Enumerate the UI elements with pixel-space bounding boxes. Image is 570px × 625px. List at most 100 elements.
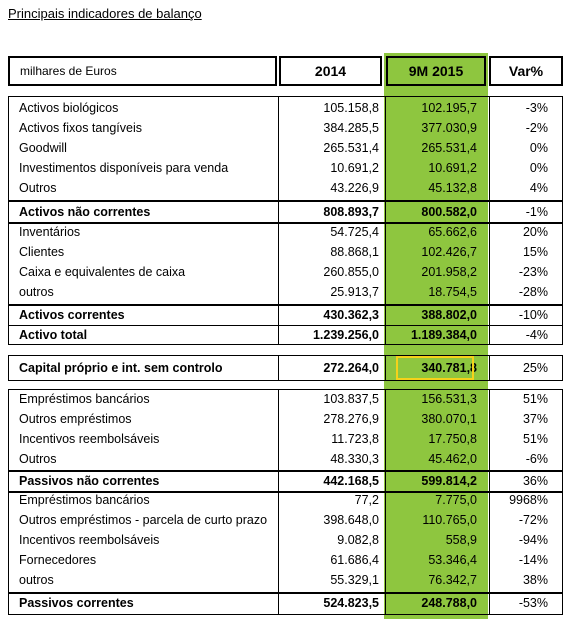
highlight-box [396,356,474,380]
value-2014: 272.264,0 [323,361,379,375]
header-col-var: Var% [489,56,563,86]
value-9m2015: 102.426,7 [421,245,477,259]
row-label: Activos biológicos [19,101,119,115]
row-label: Passivos correntes [19,596,134,610]
row-label: Outros empréstimos - parcela de curto pr… [19,513,268,527]
value-9m2015: 10.691,2 [428,161,477,175]
value-var: 0% [529,141,548,155]
value-2014: 48.330,3 [330,452,379,466]
value-9m2015: 800.582,0 [421,205,477,219]
row-label: Activos correntes [19,308,125,322]
row-label: Activos fixos tangíveis [19,121,142,135]
header-col-2014: 2014 [279,56,382,86]
value-9m2015: 7.775,0 [435,493,477,507]
value-2014: 9.082,8 [337,533,379,547]
row-label: Outros empréstimos [19,412,132,426]
header-col-9m2015: 9M 2015 [386,56,486,86]
value-var: 51% [522,432,548,446]
value-9m2015: 265.531,4 [421,141,477,155]
row-label: Fornecedores [19,553,97,567]
row-label: Incentivos reembolsáveis [19,533,160,547]
value-9m2015: 380.070,1 [421,412,477,426]
value-9m2015: 558,9 [445,533,477,547]
value-2014: 54.725,4 [330,225,379,239]
value-2014: 442.168,5 [323,474,379,488]
value-2014: 260.855,0 [323,265,379,279]
section-non-current-liabilities: Empréstimos bancários 103.837,5 156.531,… [8,389,563,492]
value-2014: 77,2 [354,493,379,507]
value-2014: 88.868,1 [330,245,379,259]
value-2014: 384.285,5 [323,121,379,135]
value-var: 15% [522,245,548,259]
value-9m2015: 110.765,0 [422,513,477,527]
row-label: Empréstimos bancários [19,392,150,406]
value-var: -72% [518,513,548,527]
header-units: milhares de Euros [8,56,277,86]
value-9m2015: 156.531,3 [421,392,477,406]
value-var: 4% [529,181,548,195]
value-2014: 103.837,5 [323,392,379,406]
row-label: Inventários [19,225,81,239]
value-var: -6% [525,452,548,466]
value-9m2015: 17.750,8 [428,432,477,446]
value-var: -3% [525,101,548,115]
value-9m2015: 45.462,0 [428,452,477,466]
value-2014: 278.276,9 [323,412,379,426]
row-label: outros [19,573,54,587]
row-label: Investimentos disponíveis para venda [19,161,229,175]
value-var: 25% [522,361,548,375]
value-var: 0% [529,161,548,175]
value-var: 51% [522,392,548,406]
row-label: Caixa e equivalentes de caixa [19,265,186,279]
value-9m2015: 388.802,0 [421,308,477,322]
value-2014: 808.893,7 [323,205,379,219]
value-2014: 105.158,8 [323,101,379,115]
value-var: -4% [525,328,548,342]
value-9m2015: 248.788,0 [421,596,477,610]
value-2014: 524.823,5 [323,596,379,610]
value-9m2015: 45.132,8 [428,181,477,195]
value-var: 38% [522,573,548,587]
value-9m2015: 377.030,9 [421,121,477,135]
value-2014: 1.239.256,0 [312,328,379,342]
highlight-column-9m2015 [384,53,488,619]
row-label: Empréstimos bancários [19,493,150,507]
section-current-liabilities: Empréstimos bancários 77,2 7.775,0 9968%… [8,492,563,615]
value-2014: 11.723,8 [331,432,379,446]
value-var: -94% [518,533,548,547]
value-9m2015: 18.754,5 [428,285,477,299]
page-title: Principais indicadores de balanço [8,6,202,21]
row-label: Passivos não correntes [19,474,160,488]
value-var: -14% [518,553,548,567]
value-9m2015: 53.346,4 [428,553,477,567]
value-2014: 55.329,1 [330,573,379,587]
value-var: -53% [518,596,548,610]
row-label: outros [19,285,54,299]
row-label: Goodwill [19,141,67,155]
section-non-current-assets: Activos biológicos 105.158,8 102.195,7 -… [8,96,563,223]
value-2014: 61.686,4 [330,553,379,567]
value-var: 37% [522,412,548,426]
value-2014: 265.531,4 [323,141,379,155]
section-equity: Capital próprio e int. sem controlo 272.… [8,355,563,381]
value-2014: 430.362,3 [323,308,379,322]
value-2014: 43.226,9 [330,181,379,195]
value-9m2015: 599.814,2 [421,474,477,488]
value-var: -1% [525,205,548,219]
value-2014: 10.691,2 [330,161,379,175]
section-current-assets: Inventários 54.725,4 65.662,6 20% Client… [8,223,563,345]
row-label: Activos não correntes [19,205,151,219]
row-label: Outros [19,452,57,466]
value-9m2015: 201.958,2 [421,265,477,279]
value-var: -10% [518,308,548,322]
row-label: Activo total [19,328,88,342]
value-9m2015: 102.195,7 [421,101,477,115]
value-var: -23% [518,265,548,279]
value-9m2015: 340.781,8 [421,361,477,375]
value-2014: 25.913,7 [330,285,379,299]
value-var: 9968% [509,493,548,507]
value-9m2015: 65.662,6 [428,225,477,239]
value-var: 20% [522,225,548,239]
value-9m2015: 1.189.384,0 [410,328,477,342]
value-2014: 398.648,0 [323,513,379,527]
